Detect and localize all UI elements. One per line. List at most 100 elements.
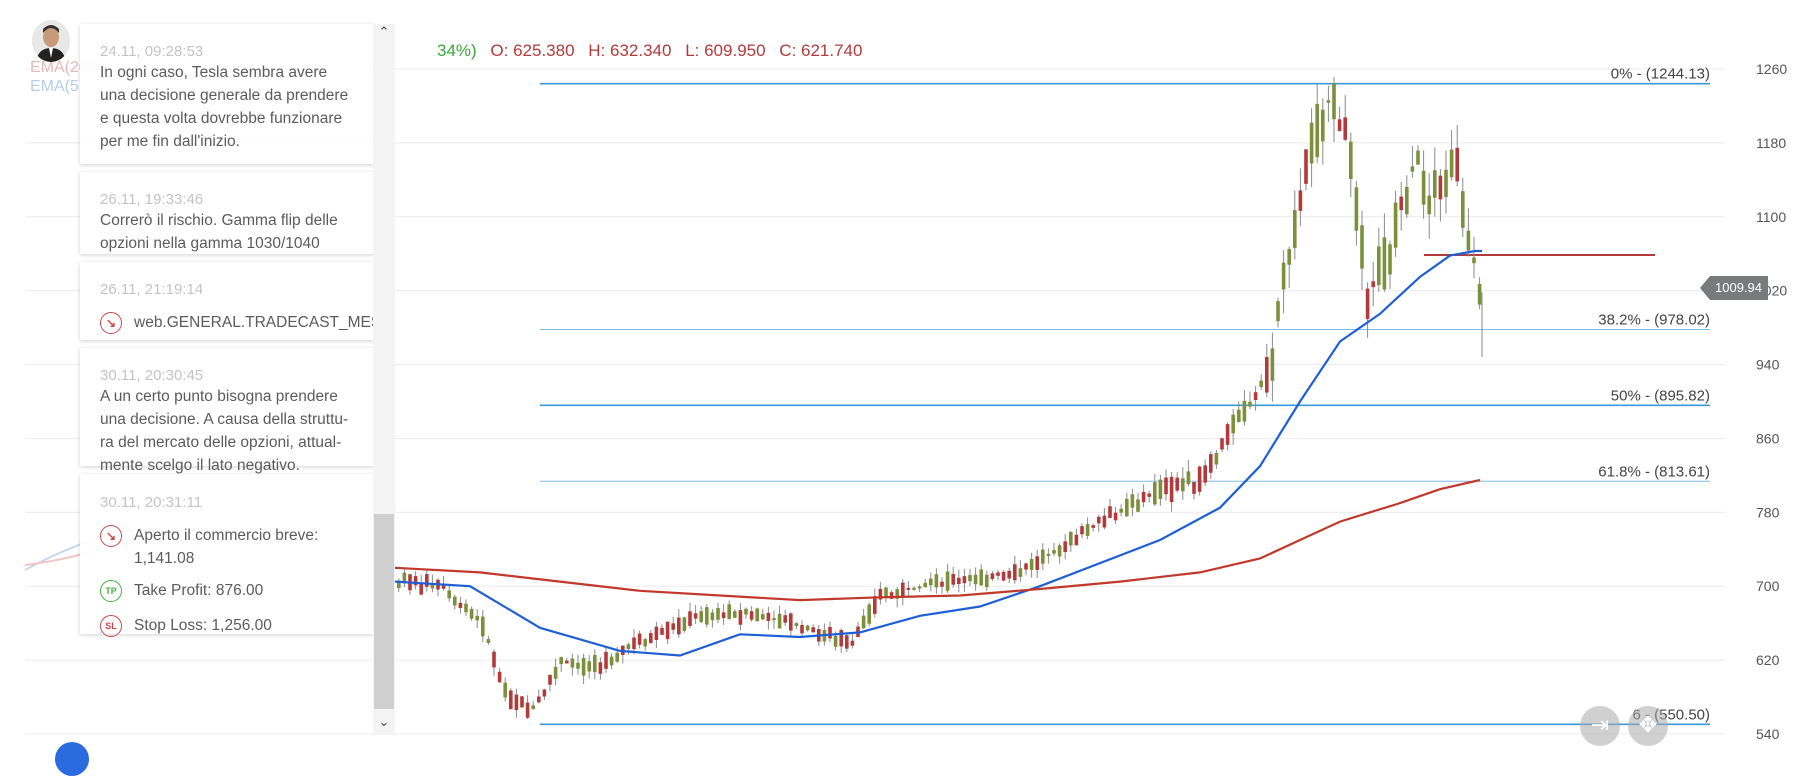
feed-item-message: ↘ web.GENERAL.TRADECAST_MESSAGE bbox=[100, 311, 374, 334]
candle bbox=[402, 572, 407, 584]
candle bbox=[1287, 249, 1291, 265]
candle bbox=[1007, 570, 1011, 579]
candle bbox=[453, 596, 457, 606]
take-profit-row: TP Take Profit: 876.00 bbox=[100, 579, 355, 602]
candle bbox=[1427, 195, 1431, 215]
candle bbox=[884, 587, 888, 599]
feed-scrollbar[interactable]: ⌃ ⌄ bbox=[373, 24, 395, 734]
candle bbox=[710, 612, 715, 621]
candle bbox=[413, 576, 418, 586]
candle bbox=[1343, 117, 1347, 140]
candle bbox=[542, 689, 547, 697]
candle bbox=[531, 705, 535, 710]
candle bbox=[665, 621, 670, 640]
candle bbox=[957, 577, 961, 584]
candle bbox=[1444, 169, 1448, 198]
candle bbox=[1203, 465, 1207, 483]
feed-item-time: 24.11, 09:28:53 bbox=[100, 43, 204, 60]
candle bbox=[800, 624, 804, 634]
candle bbox=[1164, 477, 1168, 495]
candle bbox=[968, 574, 972, 582]
arrow-down-right-icon: ↘ bbox=[100, 312, 122, 334]
candle bbox=[850, 640, 855, 646]
feed-item-time: 30.11, 20:30:45 bbox=[100, 367, 204, 384]
low-value: L: 609.950 bbox=[685, 41, 766, 60]
fib-level-label: 50% - (895.82) bbox=[1611, 387, 1710, 404]
feed-item-time: 26.11, 21:19:14 bbox=[100, 281, 204, 298]
feed-item-trade[interactable]: 30.11, 20:31:11 ↘ Aperto il commercio br… bbox=[80, 474, 374, 637]
candle bbox=[867, 604, 871, 624]
candle bbox=[576, 662, 580, 669]
go-to-latest-icon[interactable]: ⇥ bbox=[1580, 706, 1620, 746]
candle bbox=[777, 613, 782, 629]
candle bbox=[1365, 288, 1370, 319]
candle bbox=[1209, 454, 1213, 473]
candle bbox=[906, 587, 911, 590]
open-trade-row: ↘ Aperto il commercio breve: 1,141.08 bbox=[100, 524, 355, 570]
feed-item-text: web.GENERAL.TRADECAST_MESSAGE bbox=[134, 314, 374, 331]
candle bbox=[1416, 150, 1420, 165]
scroll-up-icon[interactable]: ⌃ bbox=[378, 24, 390, 39]
candle bbox=[419, 583, 423, 595]
candle bbox=[1013, 564, 1017, 581]
candle bbox=[1057, 545, 1062, 557]
candle bbox=[733, 611, 737, 618]
candle bbox=[973, 574, 978, 585]
tradecast-feed-panel[interactable]: 24.11, 09:28:53 In ogni caso, Tesla semb… bbox=[80, 24, 395, 730]
feed-item[interactable]: 30.11, 20:30:45 A un certo punto bisogna… bbox=[80, 348, 374, 474]
candle bbox=[1113, 512, 1118, 521]
candle bbox=[923, 582, 927, 588]
y-axis-label: 1260 bbox=[1756, 61, 1787, 77]
candle bbox=[1298, 190, 1303, 211]
candle bbox=[1220, 438, 1224, 450]
candle bbox=[783, 615, 787, 623]
candle bbox=[1046, 553, 1051, 556]
candle bbox=[699, 611, 703, 623]
candle bbox=[397, 580, 401, 589]
candle bbox=[537, 696, 541, 703]
candle bbox=[766, 612, 771, 622]
candle bbox=[727, 604, 731, 619]
candle bbox=[677, 617, 681, 635]
candle bbox=[985, 574, 989, 588]
candle bbox=[1214, 452, 1219, 465]
candle bbox=[1265, 356, 1269, 393]
stop-loss-icon: SL bbox=[100, 615, 122, 637]
author-avatar[interactable] bbox=[32, 20, 70, 62]
candle bbox=[447, 590, 451, 599]
candle bbox=[945, 571, 950, 591]
arrow-down-right-icon: ↘ bbox=[100, 525, 122, 547]
candle bbox=[565, 660, 569, 664]
stop-loss-row: SL Stop Loss: 1,256.00 bbox=[100, 614, 355, 637]
candle bbox=[693, 613, 698, 619]
candle bbox=[559, 657, 563, 665]
candle bbox=[458, 602, 463, 608]
y-axis-label: 1180 bbox=[1756, 135, 1786, 151]
chat-bubble-icon[interactable] bbox=[55, 742, 89, 776]
candle bbox=[1405, 186, 1409, 215]
candle bbox=[520, 696, 524, 708]
candle bbox=[1399, 196, 1403, 211]
candle bbox=[1074, 534, 1079, 546]
candle bbox=[738, 610, 743, 625]
candle bbox=[1360, 225, 1364, 269]
candle bbox=[990, 573, 995, 580]
candle bbox=[682, 617, 687, 631]
candle bbox=[1276, 301, 1280, 322]
candle bbox=[861, 615, 866, 629]
scroll-down-icon[interactable]: ⌄ bbox=[378, 714, 390, 729]
candle bbox=[772, 618, 776, 621]
feed-item[interactable]: 24.11, 09:28:53 In ogni caso, Tesla semb… bbox=[80, 24, 374, 164]
current-price-tag: 1009.94 bbox=[1700, 276, 1768, 300]
candle bbox=[1242, 400, 1247, 422]
candle bbox=[1270, 348, 1275, 381]
candle bbox=[509, 690, 513, 710]
feed-item[interactable]: 26.11, 21:19:14 ↘ web.GENERAL.TRADECAST_… bbox=[80, 262, 374, 340]
candle bbox=[1371, 281, 1375, 288]
move-chart-icon[interactable]: ✥ bbox=[1628, 706, 1668, 746]
stop-loss-text: Stop Loss: 1,256.00 bbox=[134, 617, 272, 634]
feed-item[interactable]: 26.11, 19:33:46 Correrò il rischio. Gamm… bbox=[80, 172, 374, 254]
candle bbox=[1175, 477, 1179, 491]
scrollbar-thumb[interactable] bbox=[374, 514, 394, 709]
candle bbox=[951, 573, 955, 585]
